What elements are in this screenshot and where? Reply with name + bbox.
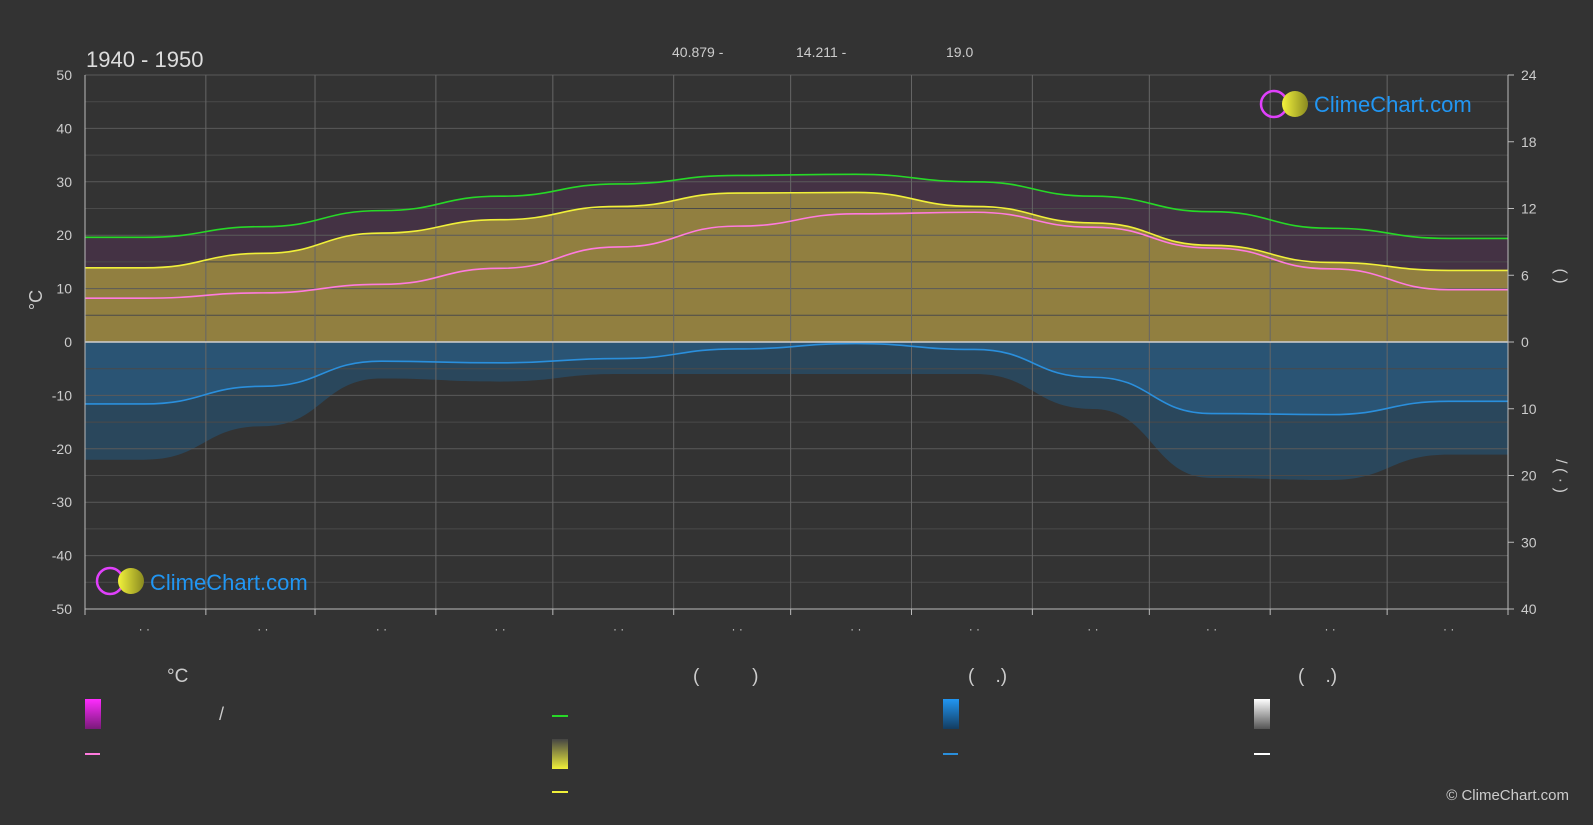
latitude-label: 40.879 -	[672, 44, 724, 60]
x-tick-label: · ·	[376, 622, 387, 636]
y-tick-label: 50	[56, 67, 72, 83]
copyright-text: © ClimeChart.com	[1446, 787, 1569, 804]
x-tick-label: · ·	[494, 622, 505, 636]
x-tick-label: · ·	[732, 622, 743, 636]
right-tick-label: 20	[1521, 468, 1537, 484]
right-tick-label: 40	[1521, 601, 1537, 617]
y-tick-label: -20	[52, 441, 72, 457]
x-tick-label: · ·	[1206, 622, 1217, 636]
x-tick-label: · ·	[613, 622, 624, 636]
y-tick-label: -10	[52, 387, 72, 403]
precipitation-line	[84, 342, 1508, 416]
legend-swatch-snow-range	[1254, 699, 1270, 729]
right-tick-label: 24	[1521, 67, 1537, 83]
daylight-line	[85, 173, 1508, 240]
y-tick-label: 30	[56, 174, 72, 190]
y-tick-label: -40	[52, 548, 72, 564]
legend-head-temperature: °C	[167, 666, 189, 687]
elevation-label: 19.0	[946, 44, 973, 60]
logo-sun-icon	[1282, 91, 1308, 117]
legend-swatch-temp-range	[85, 699, 101, 729]
x-tick-label: · ·	[139, 622, 150, 636]
x-tick-label: · ·	[257, 622, 268, 636]
logo-text: ClimeChart.com	[150, 570, 308, 595]
right-tick-label: 18	[1521, 134, 1537, 150]
precipitation-mean-area	[85, 342, 1508, 415]
daylight-area	[85, 174, 1508, 342]
longitude-label: 14.211 -	[796, 44, 847, 60]
right-tick-label: 10	[1521, 401, 1537, 417]
right-tick-label: 30	[1521, 534, 1537, 550]
y-tick-label: 40	[56, 120, 72, 136]
x-tick-label: · ·	[1443, 622, 1454, 636]
x-tick-label: · ·	[1087, 622, 1098, 636]
legend-row-temp-range: /	[219, 704, 225, 724]
legend-head-sun: ( )	[693, 666, 759, 687]
right-tick-label: 6	[1521, 267, 1529, 283]
temperature-mean-line	[85, 211, 1508, 300]
x-tick-label: · ·	[969, 622, 980, 636]
y-tick-label: 20	[56, 227, 72, 243]
x-tick-label: · ·	[1324, 622, 1335, 636]
legend-head-snow: ( .)	[1298, 666, 1338, 687]
legend-head-rain: ( .)	[968, 666, 1008, 687]
legend-swatch-sunshine-range	[552, 739, 568, 769]
chart-title: 1940 - 1950	[86, 47, 203, 72]
y-axis-label: °C	[26, 290, 46, 310]
logo-text: ClimeChart.com	[1314, 92, 1472, 117]
sunshine-line	[84, 191, 1509, 272]
right-axis-label-bottom: / ( · )	[1552, 459, 1569, 493]
logo-bottom[interactable]: ClimeChart.com	[95, 566, 308, 596]
axes: 50 40 30 20 10 0 -10 -20 -30 -40 -50 24 18 12 6 0 10 20 30…	[52, 67, 1537, 636]
y-tick-label: 0	[64, 334, 72, 350]
precipitation-area	[85, 342, 1508, 480]
temperature-area	[85, 212, 1508, 342]
series-lines	[84, 173, 1509, 416]
right-axis-label-top: ( )	[1552, 268, 1569, 283]
y-tick-label: -30	[52, 494, 72, 510]
right-tick-label: 12	[1521, 201, 1537, 217]
x-tick-label: · ·	[850, 622, 861, 636]
right-tick-label: 0	[1521, 334, 1529, 350]
y-tick-label: -50	[52, 601, 72, 617]
legend-swatch-precip-range	[943, 699, 959, 729]
logo-sun-icon	[118, 568, 144, 594]
area-fills	[85, 174, 1508, 480]
logo-top[interactable]: ClimeChart.com	[1259, 89, 1472, 119]
y-tick-label: 10	[56, 281, 72, 297]
